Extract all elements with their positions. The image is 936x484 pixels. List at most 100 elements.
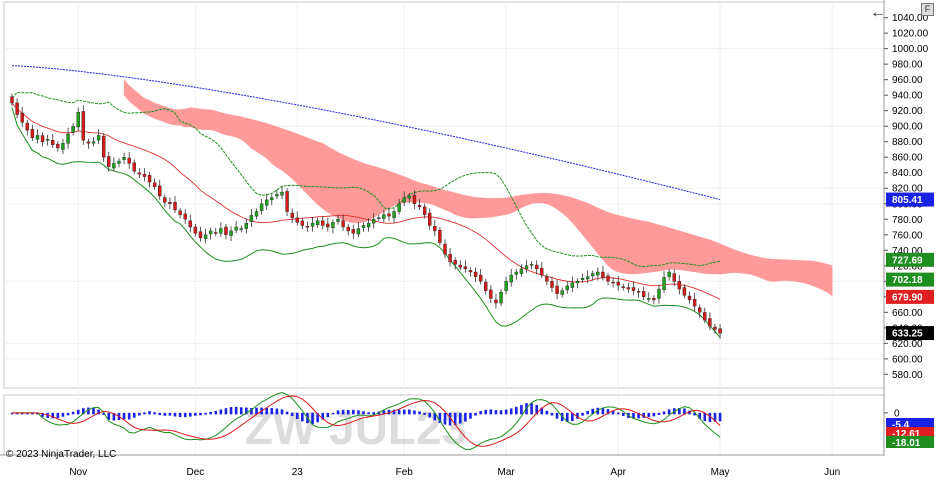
candle-body [290,212,294,218]
cloud-segment [495,198,502,217]
candle-body [122,157,126,160]
macd-histogram-bar [112,412,116,421]
candle-body [285,191,289,212]
cloud-segment [307,137,313,201]
candle-body [565,285,569,291]
cloud-segment [485,197,492,218]
cloud-segment [373,165,380,218]
candle-body [137,172,142,175]
candle-body [687,295,692,301]
candle-body [173,202,177,211]
macd-histogram-bar [352,409,355,415]
macd-histogram-bar [494,410,498,415]
macd-histogram-bar [535,404,538,415]
cloud-segment [144,97,150,117]
macd-histogram-bar [637,412,640,419]
cloud-segment [638,219,644,274]
left-arrow-icon[interactable]: ← [870,4,886,21]
candle-body [96,135,101,141]
cloud-segment [251,119,257,152]
cloud-segment [276,126,283,171]
macd-histogram-bar [413,410,416,415]
candle-body [540,267,544,276]
candle-body [662,277,666,291]
price-tick-label: 740.00 [892,246,923,257]
macd-line [12,392,721,450]
cloud-segment [205,109,211,131]
candle-body [203,234,208,239]
candle-body [417,205,422,208]
candle-body [407,195,412,199]
candle-body [366,222,371,228]
cloud-segment [689,233,695,273]
cloud-segment [378,167,385,215]
cloud-segment [724,245,731,274]
macd-histogram-bar [678,408,681,415]
macd-histogram-bar [92,407,95,415]
macd-histogram-bar [708,412,712,422]
macd-badge-label: -5.4 [892,420,910,431]
candle-body [529,264,534,266]
candle-body [575,281,580,284]
candle-body [591,273,595,277]
macd-histogram-bar [194,412,197,416]
candle-body [30,129,35,139]
candle-body [412,195,417,204]
price-badge-label: 727.69 [892,255,923,266]
macd-histogram-bar [601,408,605,415]
macd-histogram-bar [301,412,304,422]
candle-body [351,229,356,234]
candle-body [112,163,116,169]
candle-body [35,135,40,140]
candle-body [295,217,299,223]
cloud-segment [714,241,721,275]
macd-panel [10,392,722,450]
panel-menu-icon[interactable]: F [921,3,934,16]
cloud-segment [643,220,650,274]
candle-body [346,226,350,232]
macd-histogram-bar [163,412,167,416]
cloud-segment [220,112,227,136]
candle-body [208,230,213,235]
candle-body [101,136,106,158]
macd-histogram-bar [540,407,544,415]
macd-histogram-bar [504,409,508,415]
macd-histogram-bar [82,408,85,415]
candle-body [331,222,335,228]
macd-histogram-bar [453,412,457,426]
candle-body [193,226,198,234]
cloud-segment [775,259,782,282]
candle-body [433,226,437,232]
copyright-text: © 2023 NinjaTrader, LLC [6,449,117,460]
macd-histogram-bar [372,412,375,415]
candle-body [443,243,447,255]
macd-histogram-bar [530,403,533,415]
candle-body [560,290,564,295]
macd-histogram-bar [341,409,345,415]
macd-histogram-bar [515,406,518,415]
macd-histogram-bar [464,412,467,422]
band-upper-line [11,91,721,267]
candle-body [641,291,646,298]
macd-histogram-bar [76,409,80,415]
cloud-segment [454,192,461,217]
candle-body [310,222,315,227]
cloud-segment [745,253,751,275]
macd-histogram-bar [713,412,717,422]
time-tick-label: Nov [69,467,87,478]
cloud-segment [592,205,599,255]
candle-body [61,143,65,150]
cloud-segment [246,117,252,150]
candle-body [127,157,131,164]
macd-histogram-bar [56,412,60,419]
cloud-segment [200,108,206,131]
macd-histogram-bar [402,409,406,415]
macd-histogram-bar [66,412,70,416]
cloud-segment [597,207,604,261]
candle-body [611,281,615,284]
candle-body [534,264,539,270]
candle-body [698,307,702,313]
macd-histogram-bar [433,412,437,421]
cloud-segment [673,229,680,270]
